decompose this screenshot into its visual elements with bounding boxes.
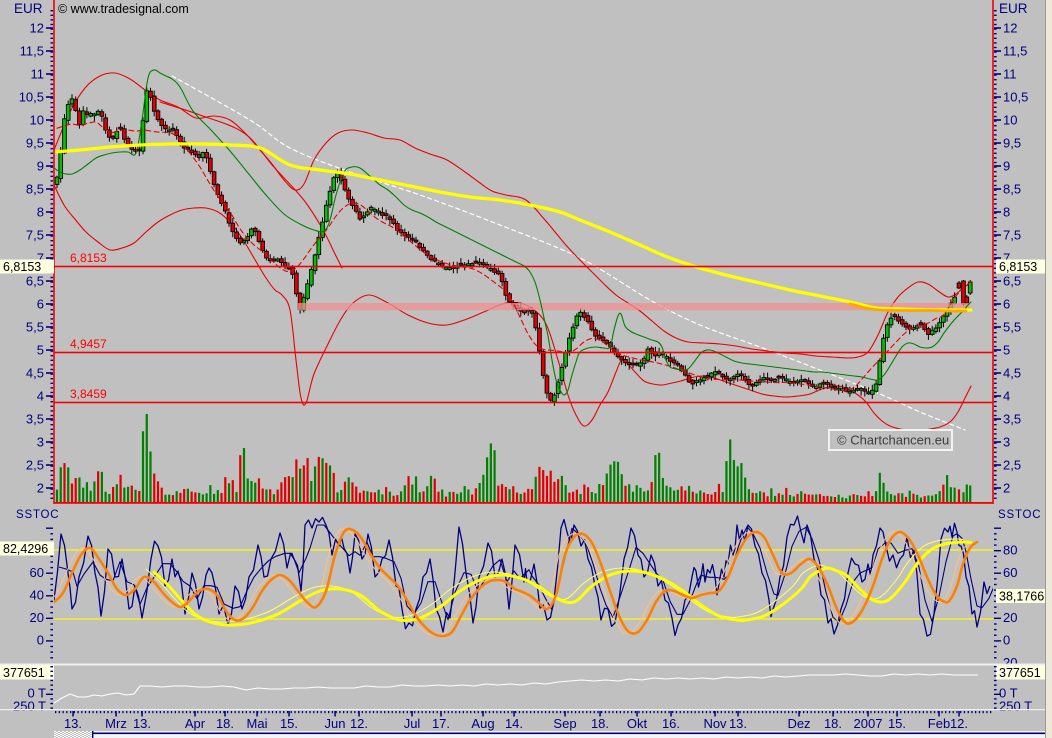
svg-text:13.: 13. (64, 716, 82, 731)
svg-text:7,5: 7,5 (1003, 228, 1021, 243)
svg-text:3: 3 (1003, 435, 1010, 450)
svg-text:38,1766: 38,1766 (999, 590, 1044, 604)
svg-text:11,5: 11,5 (20, 44, 44, 59)
svg-text:Jun: Jun (325, 716, 346, 731)
svg-text:6,5: 6,5 (1003, 274, 1021, 289)
svg-text:Jul: Jul (404, 716, 421, 731)
svg-text:13.: 13. (729, 716, 747, 731)
svg-text:12.: 12. (950, 716, 968, 731)
svg-text:3,8459: 3,8459 (70, 387, 107, 401)
svg-text:15.: 15. (280, 716, 298, 731)
svg-text:3,5: 3,5 (1003, 412, 1021, 427)
svg-text:16.: 16. (662, 716, 680, 731)
svg-text:4,9457: 4,9457 (70, 337, 107, 351)
svg-text:10,5: 10,5 (19, 90, 44, 105)
svg-text:Mai: Mai (247, 716, 268, 731)
svg-text:6,8153: 6,8153 (999, 260, 1037, 274)
svg-text:Aug: Aug (471, 716, 494, 731)
svg-text:6,8153: 6,8153 (70, 251, 107, 265)
svg-text:2,5: 2,5 (1003, 458, 1021, 473)
svg-text:12: 12 (1003, 21, 1017, 36)
svg-text:15.: 15. (888, 716, 906, 731)
svg-text:20: 20 (30, 610, 44, 625)
svg-text:5,5: 5,5 (26, 320, 44, 335)
svg-text:3: 3 (37, 435, 44, 450)
svg-text:250 T: 250 T (13, 699, 46, 714)
svg-text:0: 0 (37, 633, 44, 648)
svg-text:4,5: 4,5 (1003, 366, 1021, 381)
svg-text:14.: 14. (505, 716, 523, 731)
svg-text:© Chartchancen.eu: © Chartchancen.eu (837, 433, 949, 448)
svg-text:20: 20 (1003, 610, 1017, 625)
svg-text:EUR: EUR (999, 1, 1028, 16)
svg-text:10,5: 10,5 (1003, 90, 1028, 105)
svg-text:9,5: 9,5 (26, 136, 44, 151)
svg-text:6: 6 (1003, 297, 1010, 312)
svg-text:7,5: 7,5 (26, 228, 44, 243)
svg-text:SSTOC: SSTOC (16, 509, 59, 521)
svg-text:250 T: 250 T (999, 699, 1032, 714)
svg-text:11: 11 (1003, 67, 1017, 82)
svg-text:4: 4 (37, 389, 44, 404)
svg-text:377651: 377651 (999, 666, 1041, 680)
svg-text:60: 60 (30, 565, 44, 580)
svg-text:6: 6 (37, 297, 44, 312)
svg-text:6,8153: 6,8153 (3, 260, 41, 274)
svg-text:0 T: 0 T (27, 686, 46, 701)
svg-text:8: 8 (37, 205, 44, 220)
svg-text:3,5: 3,5 (26, 412, 44, 427)
svg-text:4,5: 4,5 (26, 366, 44, 381)
svg-text:Okt: Okt (627, 716, 648, 731)
svg-text:8,5: 8,5 (1003, 182, 1021, 197)
svg-text:7: 7 (1003, 251, 1010, 266)
svg-text:18.: 18. (591, 716, 609, 731)
svg-text:8: 8 (1003, 205, 1010, 220)
svg-text:7: 7 (37, 251, 44, 266)
svg-text:Apr: Apr (185, 716, 206, 731)
svg-text:0: 0 (1003, 633, 1010, 648)
svg-text:10: 10 (30, 113, 44, 128)
svg-text:9: 9 (1003, 159, 1010, 174)
svg-text:18.: 18. (216, 716, 234, 731)
svg-text:4: 4 (1003, 389, 1010, 404)
svg-text:8,5: 8,5 (26, 182, 44, 197)
svg-text:2: 2 (1003, 481, 1010, 496)
svg-text:Mrz: Mrz (105, 716, 127, 731)
svg-text:SSTOC: SSTOC (998, 509, 1041, 521)
svg-text:12: 12 (30, 21, 44, 36)
svg-text:80: 80 (1003, 543, 1017, 558)
svg-text:10: 10 (1003, 113, 1017, 128)
svg-text:5: 5 (37, 343, 44, 358)
svg-text:© www.tradesignal.com: © www.tradesignal.com (58, 2, 189, 16)
svg-text:13.: 13. (133, 716, 151, 731)
svg-text:9: 9 (37, 159, 44, 174)
svg-text:40: 40 (30, 588, 44, 603)
svg-text:11: 11 (31, 67, 45, 82)
svg-text:2007: 2007 (854, 716, 883, 731)
svg-text:2: 2 (37, 481, 44, 496)
svg-text:18.: 18. (824, 716, 842, 731)
svg-text:Feb: Feb (928, 716, 950, 731)
svg-text:12.: 12. (350, 716, 368, 731)
svg-text:0 T: 0 T (999, 686, 1018, 701)
svg-text:82,4296: 82,4296 (3, 542, 48, 556)
svg-text:Dez: Dez (787, 716, 810, 731)
svg-text:6,5: 6,5 (26, 274, 44, 289)
svg-text:377651: 377651 (3, 666, 45, 680)
svg-text:2,5: 2,5 (26, 458, 44, 473)
svg-text:9,5: 9,5 (1003, 136, 1021, 151)
svg-text:11,5: 11,5 (1003, 44, 1027, 59)
svg-text:Nov: Nov (703, 716, 727, 731)
svg-text:5: 5 (1003, 343, 1010, 358)
svg-text:EUR: EUR (14, 1, 43, 16)
svg-text:5,5: 5,5 (1003, 320, 1021, 335)
svg-text:60: 60 (1003, 565, 1017, 580)
svg-text:17.: 17. (432, 716, 450, 731)
svg-text:Sep: Sep (553, 716, 576, 731)
